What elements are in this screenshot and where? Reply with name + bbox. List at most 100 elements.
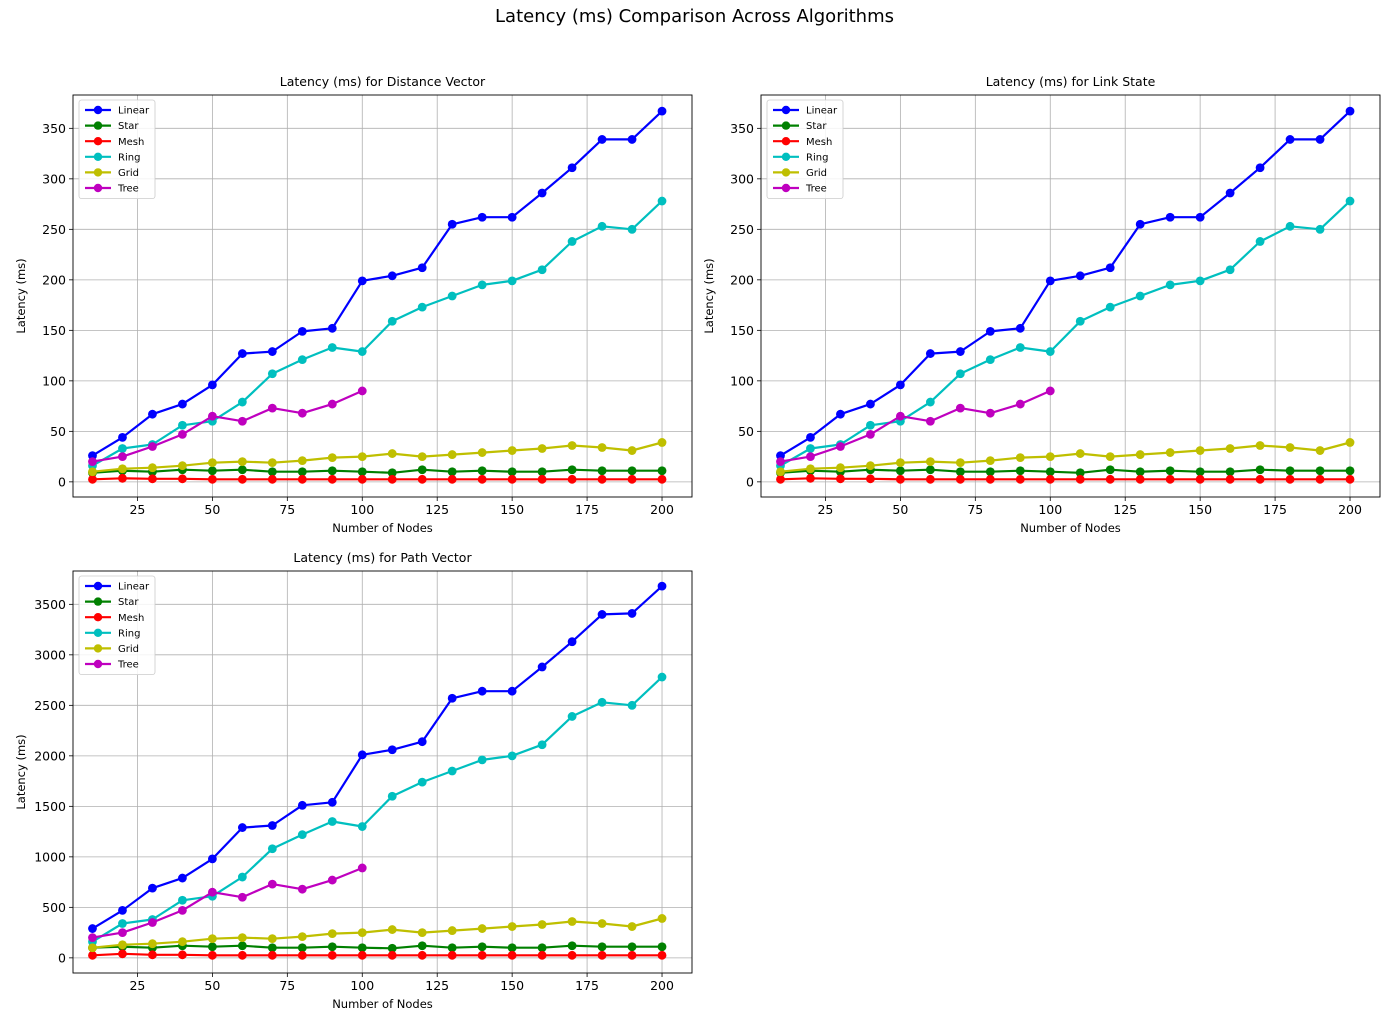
data-point: [1255, 163, 1265, 173]
x-tick-label: 25: [817, 502, 833, 517]
data-point: [507, 943, 517, 953]
data-point: [327, 323, 337, 333]
data-point: [118, 919, 127, 928]
data-point: [267, 844, 277, 854]
legend-item-grid: Grid: [773, 168, 827, 179]
data-point: [1195, 467, 1205, 477]
series-linear: [88, 106, 667, 460]
data-point: [118, 452, 127, 461]
data-point: [417, 302, 427, 312]
data-point: [178, 895, 187, 905]
data-point: [118, 928, 127, 937]
data-point: [207, 942, 217, 952]
data-point: [207, 411, 217, 421]
data-point: [297, 884, 307, 894]
series-mesh: [88, 949, 667, 960]
data-point: [1195, 474, 1205, 484]
data-point: [1135, 219, 1145, 229]
y-axis-label: Latency (ms): [14, 734, 28, 809]
legend-label: Tree: [805, 184, 827, 195]
series-line: [92, 468, 662, 474]
data-point: [836, 474, 845, 484]
data-point: [477, 942, 487, 952]
legend-label: Linear: [118, 106, 150, 117]
data-point: [297, 456, 307, 466]
data-point: [447, 467, 457, 477]
legend-item-tree: Tree: [773, 184, 827, 195]
data-point: [327, 875, 337, 885]
data-point: [806, 433, 815, 442]
data-point: [627, 446, 637, 455]
data-point: [567, 917, 577, 926]
data-point: [1225, 474, 1235, 484]
data-point: [178, 399, 187, 409]
data-point: [297, 830, 307, 840]
data-point: [1075, 474, 1085, 484]
data-point: [627, 224, 637, 234]
data-point: [507, 474, 517, 484]
data-point: [477, 686, 487, 696]
legend: Linear Star Mesh Ring Grid Tree: [78, 99, 156, 199]
series-line: [779, 110, 1351, 457]
data-point: [537, 950, 547, 960]
x-tick-label: 75: [279, 978, 295, 993]
data-point: [417, 950, 427, 960]
data-point: [447, 450, 457, 459]
data-point: [567, 441, 577, 450]
legend-item-tree: Tree: [85, 184, 139, 195]
data-point: [836, 409, 845, 419]
data-point: [507, 686, 517, 696]
data-point: [955, 458, 965, 468]
data-point: [537, 188, 547, 198]
data-point: [657, 672, 667, 682]
data-point: [537, 265, 547, 275]
series-line: [92, 866, 363, 939]
data-point: [477, 474, 487, 484]
data-point: [537, 444, 547, 453]
data-point: [1345, 466, 1355, 476]
data-point: [507, 950, 517, 960]
data-point: [597, 697, 607, 707]
data-point: [1285, 466, 1295, 476]
data-point: [1075, 316, 1085, 326]
x-tick-label: 100: [350, 978, 374, 993]
x-tick-label: 150: [500, 502, 524, 517]
y-tick-label: 350: [42, 121, 66, 136]
data-point: [1075, 468, 1085, 478]
chart-title: Latency (ms) for Path Vector: [293, 550, 472, 565]
y-tick-label: 250: [42, 222, 66, 237]
y-tick-label: 50: [738, 424, 754, 439]
series-ring: [88, 196, 667, 471]
data-point: [178, 420, 187, 430]
y-tick-label: 3000: [34, 647, 66, 662]
data-point: [925, 416, 935, 426]
data-point: [627, 609, 637, 618]
series-line: [92, 952, 662, 957]
data-point: [955, 474, 965, 484]
data-point: [597, 474, 607, 484]
data-point: [925, 457, 935, 467]
series-line: [92, 944, 662, 950]
data-point: [567, 163, 577, 173]
data-point: [567, 474, 577, 484]
data-point: [1255, 237, 1265, 246]
y-tick-label: 2000: [34, 748, 66, 763]
data-point: [327, 929, 337, 939]
chart-title: Latency (ms) for Distance Vector: [280, 74, 486, 89]
data-point: [447, 943, 457, 953]
x-tick-label: 50: [204, 502, 220, 517]
data-point: [118, 433, 127, 442]
y-tick-label: 0: [58, 474, 66, 489]
data-point: [1015, 474, 1025, 484]
legend-item-mesh: Mesh: [85, 613, 144, 624]
legend-marker: [93, 597, 103, 606]
data-point: [178, 937, 187, 947]
data-point: [657, 466, 667, 476]
legend-item-star: Star: [85, 597, 139, 608]
data-point: [1105, 263, 1115, 273]
data-point: [417, 452, 427, 461]
data-point: [1285, 221, 1295, 231]
data-point: [537, 662, 547, 672]
data-point: [88, 451, 97, 460]
legend-label: Mesh: [118, 137, 144, 148]
